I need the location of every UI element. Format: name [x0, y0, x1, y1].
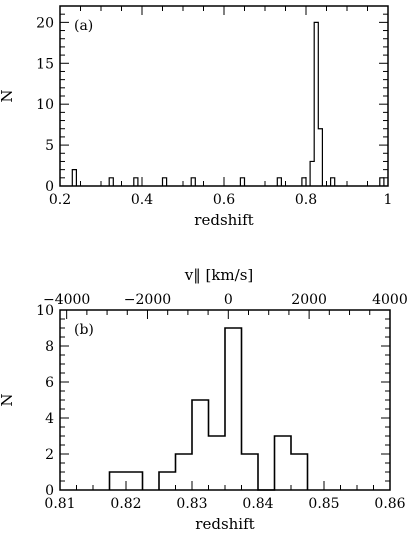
histogram-bin	[380, 178, 384, 186]
x-tick-label: 1	[384, 192, 393, 208]
histogram-bin	[277, 178, 281, 186]
x-axis-title: redshift	[194, 211, 253, 229]
histogram-bin	[209, 436, 226, 490]
panel-a: 0.20.40.60.8105101520redshiftN(a)	[0, 5, 393, 229]
x-tick-label: 0.82	[110, 496, 141, 512]
histogram-bin	[159, 472, 176, 490]
x-tick-label: 0.84	[242, 496, 273, 512]
histogram-bin	[225, 328, 242, 490]
x-tick-label: 0.4	[131, 192, 153, 208]
histogram-bin	[126, 472, 143, 490]
x-tick-label: 0.86	[374, 496, 405, 512]
histogram-outline	[108, 327, 309, 491]
y-tick-label: 4	[45, 411, 54, 427]
histogram-bin	[240, 178, 244, 186]
histogram-bin	[191, 178, 195, 186]
y-tick-label: 5	[45, 138, 54, 154]
histogram-bin	[163, 178, 167, 186]
histogram-bin	[72, 170, 76, 186]
histogram-bin	[109, 178, 113, 186]
y-tick-label: 6	[45, 375, 54, 391]
histogram-bin	[318, 129, 322, 186]
x-tick-label: 0.6	[213, 192, 235, 208]
top-tick-label: 4000	[372, 292, 408, 308]
x-tick-label: 0.2	[49, 192, 71, 208]
histogram-bin	[291, 454, 308, 490]
top-tick-label: −2000	[124, 292, 171, 308]
y-tick-label: 0	[45, 179, 54, 195]
y-tick-label: 8	[45, 339, 54, 355]
y-tick-label: 2	[45, 447, 54, 463]
y-tick-label: 10	[36, 303, 54, 319]
panel-label: (b)	[74, 322, 94, 338]
x-tick-label: 0.83	[176, 496, 207, 512]
top-tick-label: 0	[224, 292, 233, 308]
x-axis-title: redshift	[195, 515, 254, 533]
y-tick-label: 20	[36, 15, 54, 31]
histogram-bin	[310, 161, 314, 186]
panel-b: 0.81 0.82 0.83 0.84 0.85 0.86 0 2 4 6 8 10 redshift N…	[0, 266, 408, 533]
panel-label: (a)	[74, 18, 93, 34]
histogram-bin	[192, 400, 209, 490]
x-tick-label: 0.85	[308, 496, 339, 512]
y-axis-title: N	[0, 89, 16, 102]
x-tick-label: 0.8	[295, 192, 317, 208]
y-tick-label: 0	[45, 483, 54, 499]
top-tick-label: −4000	[43, 292, 90, 308]
histogram-bin	[331, 178, 335, 186]
top-tick-label: 2000	[291, 292, 327, 308]
y-tick-label: 15	[36, 56, 54, 72]
histogram-bin	[134, 178, 138, 186]
histogram-bin	[242, 454, 259, 490]
y-axis-title: N	[0, 393, 16, 406]
histogram-bin	[302, 178, 306, 186]
top-axis-title: v‖ [km/s]	[184, 266, 254, 284]
plot-frame	[59, 5, 389, 187]
histogram-outline	[71, 21, 385, 186]
x-tick-label: 0.81	[44, 496, 75, 512]
histogram-bin	[110, 472, 127, 490]
histogram-bin	[275, 436, 292, 490]
histogram-bin	[176, 454, 193, 490]
histogram-bin	[314, 22, 318, 186]
y-tick-label: 10	[36, 97, 54, 113]
